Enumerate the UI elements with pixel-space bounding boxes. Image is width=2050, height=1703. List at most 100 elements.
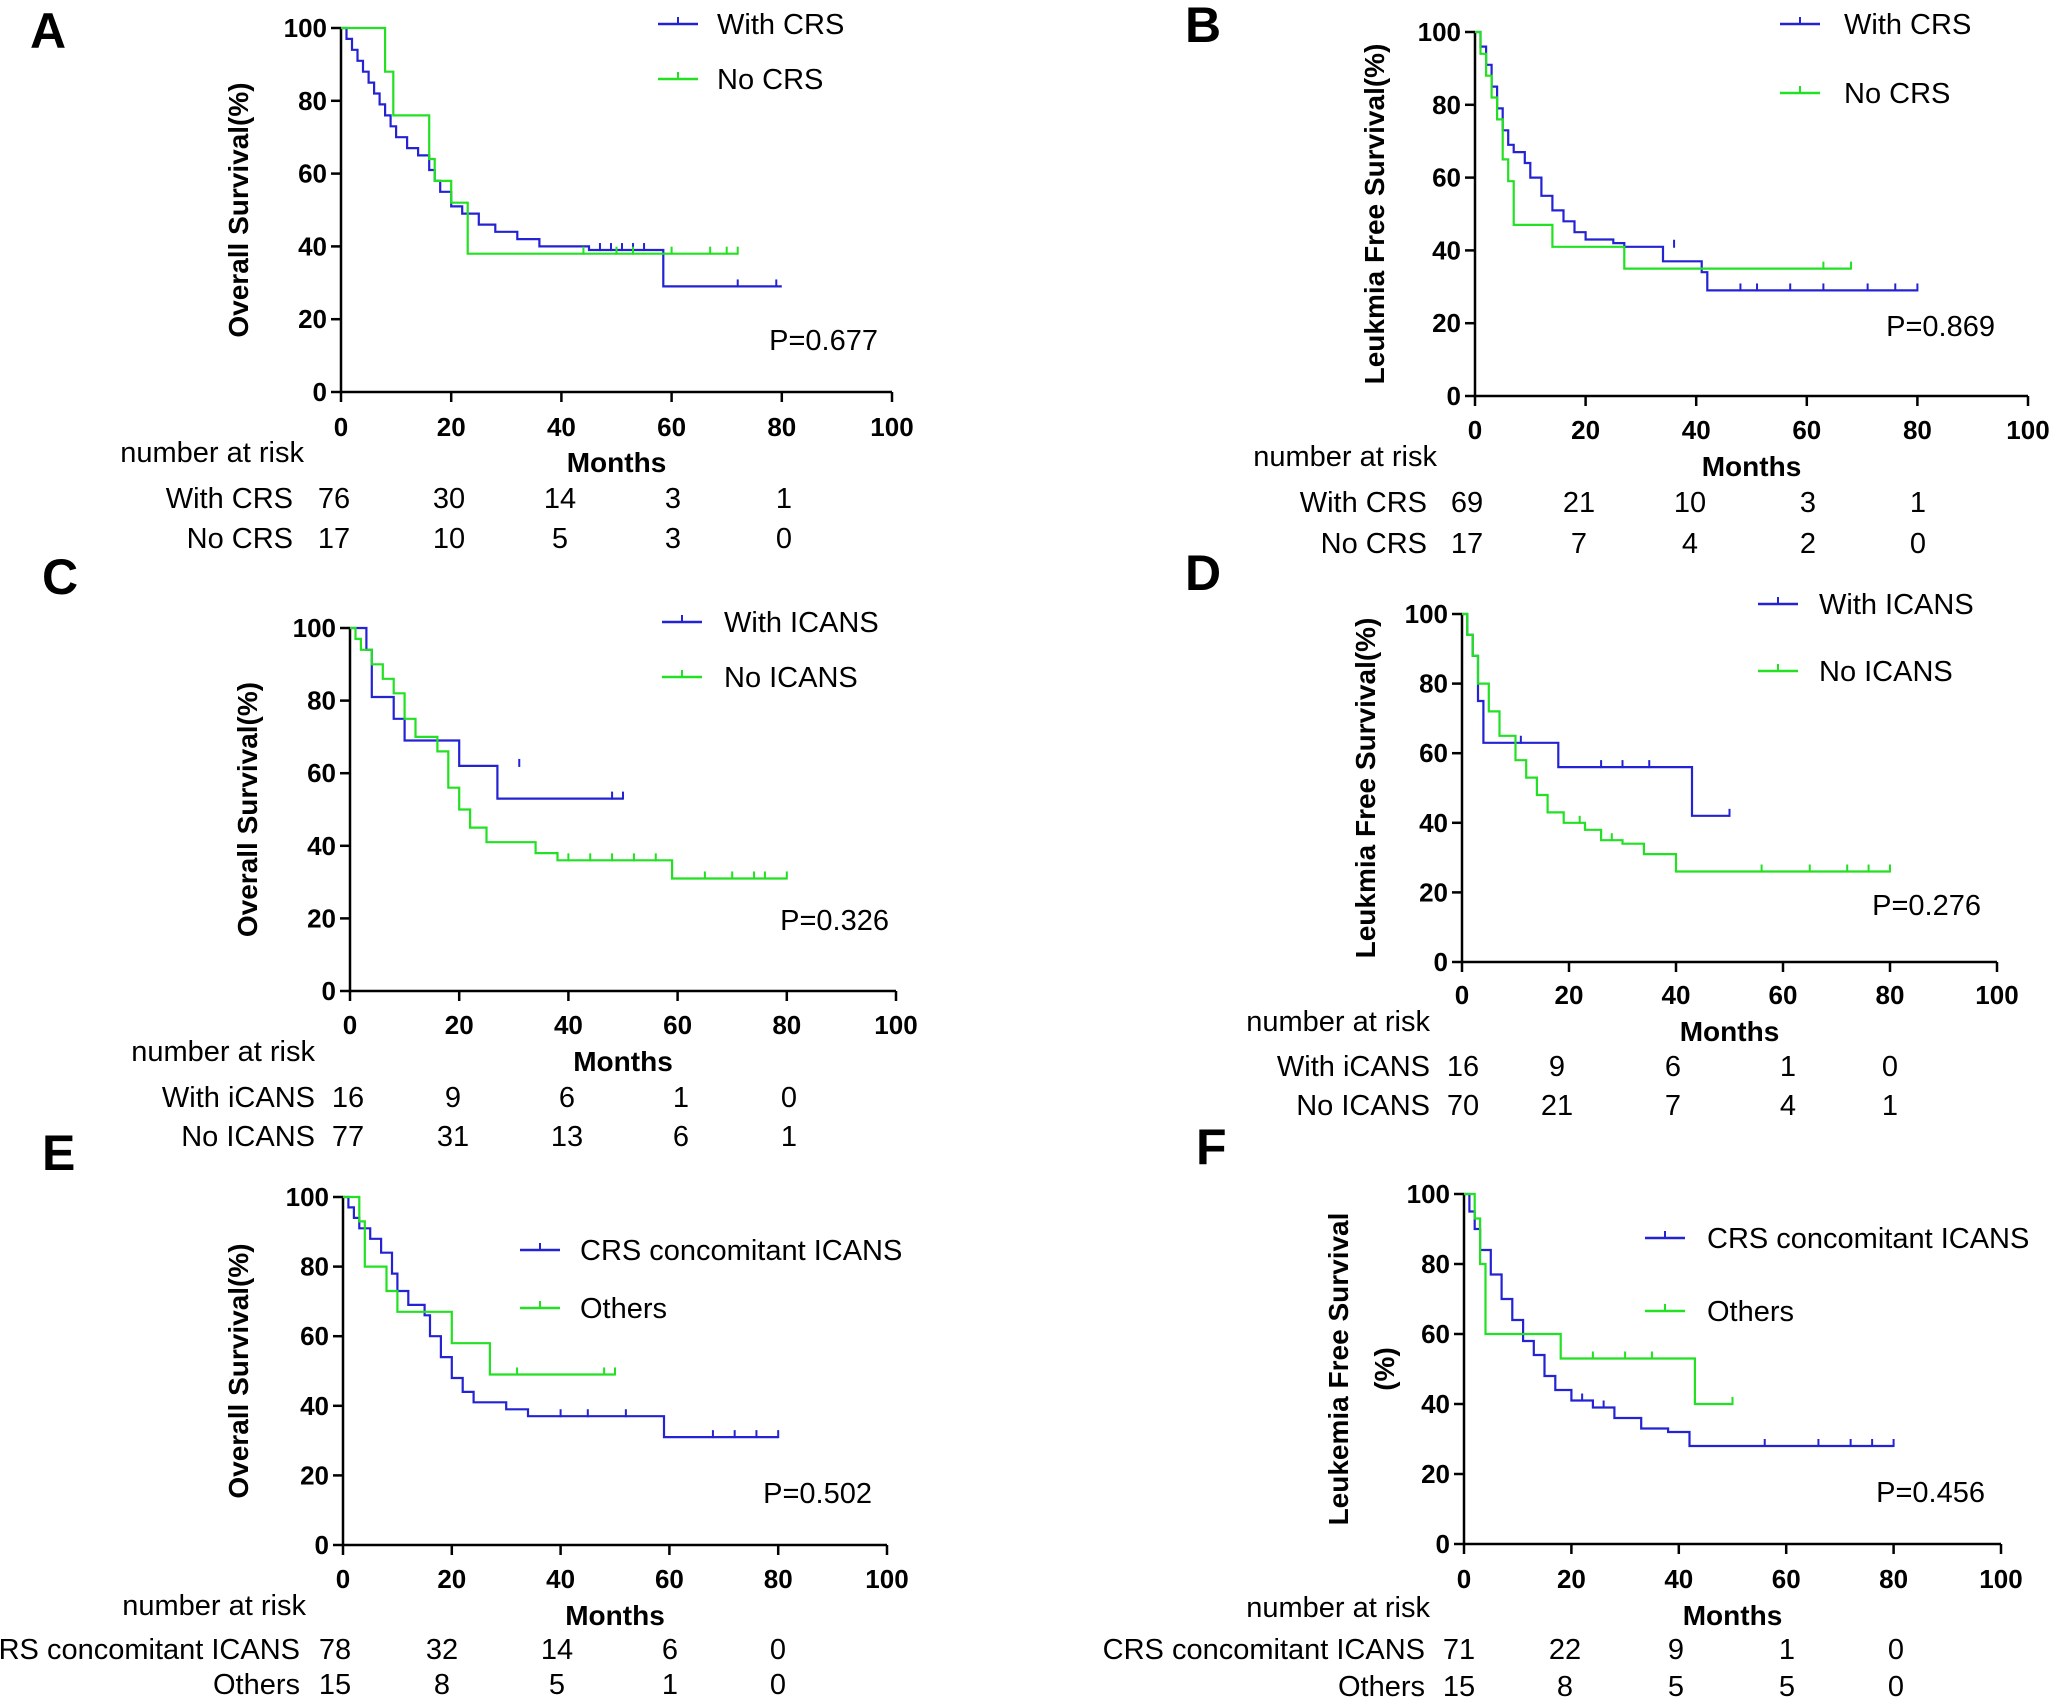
y-tick-label: 60 [1432,163,1461,193]
risk-count: 15 [1443,1671,1475,1703]
risk-count: 10 [433,523,465,555]
risk-count: 7 [1571,528,1587,560]
legend-item: Others [520,1293,667,1325]
y-axis-title: Overall Survival(%) [232,682,263,937]
y-tick-label: 100 [1418,17,1461,47]
y-tick-label: 80 [307,686,336,716]
risk-count: 21 [1541,1090,1573,1122]
legend-item: No CRS [658,64,823,96]
risk-row-label: With iCANS [1277,1051,1430,1083]
x-tick-label: 80 [764,1564,793,1594]
risk-table-header: number at risk [1246,1592,1430,1624]
risk-table-header: number at risk [1246,1006,1430,1038]
y-axis-title: Overall Survival(%) [223,82,254,337]
x-tick-label: 100 [1975,980,2018,1010]
risk-count: 9 [445,1082,461,1114]
risk-count: 0 [1888,1634,1904,1666]
y-tick-label: 60 [298,159,327,189]
x-tick-label: 0 [1457,1564,1471,1594]
risk-count: 1 [673,1082,689,1114]
x-tick-label: 20 [1571,415,1600,445]
x-axis-title: Months [573,1046,673,1077]
legend-item: With ICANS [662,607,879,639]
panel-label: C [42,549,78,605]
y-tick-label: 60 [307,758,336,788]
survival-curve-group2 [341,26,738,255]
risk-count: 6 [559,1082,575,1114]
x-axis-title: Months [1702,451,1802,482]
x-tick-label: 40 [1682,415,1711,445]
risk-count: 9 [1549,1051,1565,1083]
y-tick-label: 40 [307,831,336,861]
p-value: P=0.456 [1876,1477,1985,1509]
survival-curve-group1 [341,26,782,288]
risk-count: 0 [770,1634,786,1666]
risk-count: 8 [434,1669,450,1701]
legend-item: CRS concomitant ICANS [520,1235,902,1267]
risk-row-label: CRS concomitant ICANS [0,1634,300,1666]
y-tick-label: 100 [1407,1179,1450,1209]
risk-count: 5 [549,1669,565,1701]
x-tick-label: 0 [1468,415,1482,445]
p-value: P=0.869 [1886,311,1995,343]
risk-count: 71 [1443,1634,1475,1666]
y-tick-label: 40 [1432,235,1461,265]
y-axis-title: Leukemia Free Survival [1323,1213,1354,1526]
x-tick-label: 80 [1903,415,1932,445]
x-tick-label: 80 [772,1010,801,1040]
risk-count: 30 [433,483,465,515]
risk-row-label: With CRS [166,483,293,515]
y-tick-label: 40 [298,231,327,261]
risk-table-header: number at risk [131,1036,315,1068]
x-axis-title: Months [1683,1600,1783,1631]
x-tick-label: 60 [1792,415,1821,445]
y-tick-label: 0 [1434,947,1448,977]
risk-table: number at risk CRS concomitant ICANS 78 32 1… [0,1590,786,1701]
x-tick-label: 60 [1772,1564,1801,1594]
y-tick-label: 100 [293,613,336,643]
x-axis-title: Months [567,447,667,478]
legend-item: No CRS [1780,78,1950,110]
risk-count: 1 [781,1121,797,1153]
risk-count: 0 [1910,528,1926,560]
panel-label: E [42,1125,75,1181]
y-tick-label: 0 [315,1530,329,1560]
x-tick-label: 100 [870,412,913,442]
p-value: P=0.677 [769,325,878,357]
legend-label: No ICANS [1819,656,1953,688]
risk-count: 1 [1780,1051,1796,1083]
risk-table-header: number at risk [122,1590,306,1622]
legend-item: With CRS [1780,9,1971,41]
x-tick-label: 20 [437,1564,466,1594]
y-tick-label: 20 [298,304,327,334]
x-tick-label: 40 [1664,1564,1693,1594]
y-tick-label: 40 [300,1391,329,1421]
y-tick-label: 20 [307,903,336,933]
risk-row-label: With iCANS [162,1082,315,1114]
y-tick-label: 20 [1421,1459,1450,1489]
legend-label: With CRS [717,9,844,41]
risk-count: 3 [1800,487,1816,519]
y-tick-label: 20 [1419,877,1448,907]
risk-count: 1 [776,483,792,515]
legend-label: No ICANS [724,662,858,694]
y-tick-label: 100 [1405,599,1448,629]
x-tick-label: 0 [343,1010,357,1040]
risk-count: 21 [1563,487,1595,519]
y-axis-title-unit: (%) [1369,1347,1400,1391]
panel-label: B [1185,0,1221,53]
x-tick-label: 100 [1979,1564,2022,1594]
x-tick-label: 0 [336,1564,350,1594]
risk-count: 0 [781,1082,797,1114]
x-tick-label: 100 [2006,415,2049,445]
x-tick-label: 40 [546,1564,575,1594]
risk-count: 0 [776,523,792,555]
risk-row-label: CRS concomitant ICANS [1103,1634,1425,1666]
panel-label: A [30,3,66,59]
risk-count: 14 [544,483,576,515]
y-tick-label: 0 [1447,381,1461,411]
